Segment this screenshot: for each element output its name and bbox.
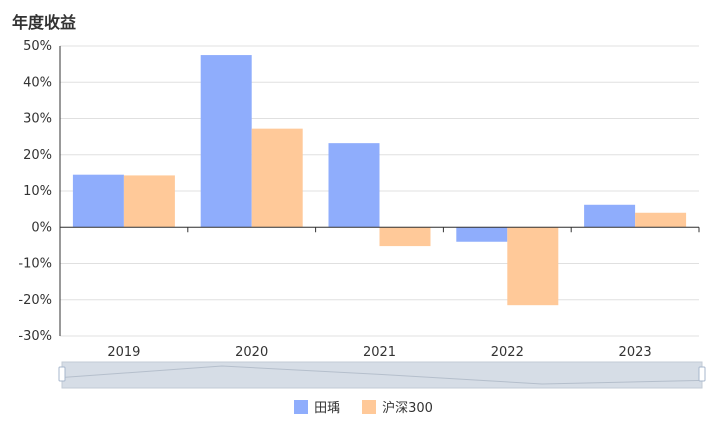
legend-label-series-0: 田瑀 xyxy=(314,401,341,416)
bar-2019-series-1[interactable] xyxy=(123,175,175,228)
bar-2020-series-1[interactable] xyxy=(251,128,303,228)
x-tick-label: 2019 xyxy=(107,345,140,360)
y-tick-label: 0% xyxy=(31,220,52,235)
data-zoom-preview-line xyxy=(61,365,703,385)
y-tick-label: -30% xyxy=(18,329,52,344)
y-tick-label: 30% xyxy=(23,112,52,127)
x-tick-label: 2020 xyxy=(235,345,268,360)
data-zoom-handle-left[interactable] xyxy=(58,366,66,382)
legend-item-series-0[interactable]: 田瑀 xyxy=(294,397,340,416)
y-tick-label: -20% xyxy=(18,293,52,308)
bar-2020-series-0[interactable] xyxy=(200,55,252,228)
bar-2023-series-0[interactable] xyxy=(584,204,636,228)
y-tick-label: 50% xyxy=(23,39,52,54)
y-tick-label: 20% xyxy=(23,148,52,163)
bar-2021-series-1[interactable] xyxy=(379,227,431,247)
legend-label-series-1: 沪深300 xyxy=(382,401,433,416)
bar-2022-series-1[interactable] xyxy=(507,227,559,306)
y-tick-label: 10% xyxy=(23,184,52,199)
x-tick-label: 2021 xyxy=(363,345,396,360)
bar-2021-series-0[interactable] xyxy=(328,143,380,228)
chart-title: 年度收益 xyxy=(12,13,77,32)
bar-2019-series-0[interactable] xyxy=(72,174,124,228)
y-tick-label: -10% xyxy=(18,257,52,272)
bar-2022-series-0[interactable] xyxy=(456,227,508,242)
x-tick-label: 2022 xyxy=(491,345,524,360)
legend-item-series-1[interactable]: 沪深300 xyxy=(362,397,433,416)
data-zoom-handle-right[interactable] xyxy=(698,366,706,382)
legend-swatch-series-1 xyxy=(362,399,377,414)
y-tick-label: 40% xyxy=(23,75,52,90)
legend-swatch-series-0 xyxy=(294,399,309,414)
legend: 田瑀 沪深300 xyxy=(0,397,727,416)
bar-2023-series-1[interactable] xyxy=(635,212,687,228)
x-tick-label: 2023 xyxy=(619,345,652,360)
data-zoom-track[interactable] xyxy=(61,361,703,389)
